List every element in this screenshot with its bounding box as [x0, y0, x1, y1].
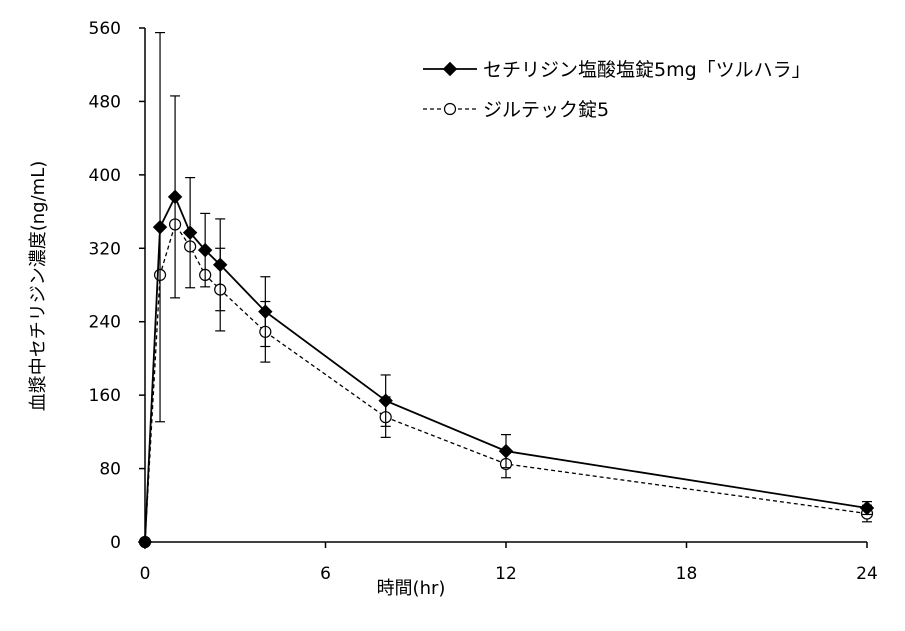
y-tick-label: 80 [99, 460, 121, 480]
series-1 [137, 31, 875, 550]
x-axis-label: 時間(hr) [377, 578, 446, 599]
data-point [182, 225, 198, 240]
legend-label: セチリジン塩酸塩錠5mg「ツルハラ」 [483, 59, 811, 81]
y-tick-label: 400 [89, 166, 121, 186]
data-point [167, 189, 183, 205]
y-tick-label: 320 [89, 239, 121, 259]
y-tick-label: 560 [89, 19, 121, 39]
data-point [137, 534, 153, 550]
legend: セチリジン塩酸塩錠5mg「ツルハラ」ジルテック錠5 [423, 59, 811, 121]
y-tick-label: 0 [110, 533, 121, 553]
legend-marker [442, 61, 458, 77]
series-2 [138, 218, 874, 549]
x-tick-label: 0 [140, 564, 151, 584]
x-tick-label: 18 [676, 564, 698, 584]
x-tick-label: 6 [320, 564, 331, 584]
y-tick-label: 480 [89, 92, 121, 112]
series-layer [137, 31, 875, 550]
data-point [258, 304, 273, 319]
data-point [197, 242, 213, 258]
legend-item-1: セチリジン塩酸塩錠5mg「ツルハラ」 [423, 59, 811, 81]
axes: 0 80 160 240 320 400 480 560 0 6 12 18 24 [89, 19, 878, 584]
series-line [144, 222, 868, 543]
legend-label: ジルテック錠5 [483, 99, 609, 121]
legend-item-2: ジルテック錠5 [423, 99, 609, 121]
y-tick-label: 160 [89, 386, 121, 406]
data-point [498, 443, 514, 459]
legend-marker [443, 102, 457, 116]
data-point [152, 219, 168, 235]
data-point [859, 500, 875, 516]
series-line [144, 194, 868, 543]
data-point [378, 393, 393, 408]
y-axis-label: 血漿中セチリジン濃度(ng/mL) [28, 161, 49, 412]
data-point [213, 257, 228, 273]
y-tick-label: 240 [89, 313, 121, 333]
x-tick-label: 12 [495, 564, 517, 584]
x-tick-label: 24 [856, 564, 878, 584]
